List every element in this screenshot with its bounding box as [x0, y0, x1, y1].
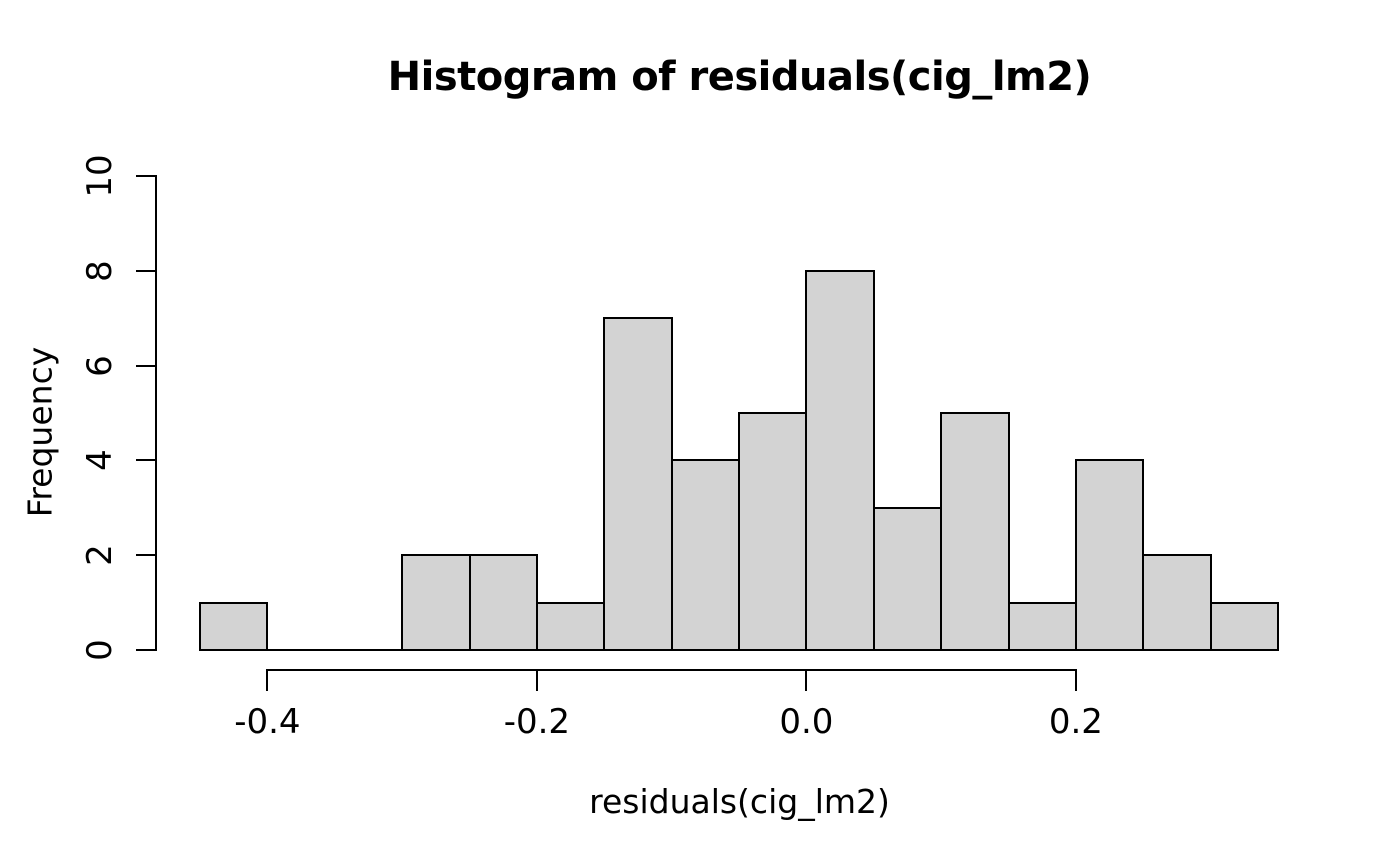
x-axis-tick	[535, 669, 538, 691]
y-axis-line	[155, 175, 157, 651]
x-axis-line	[266, 669, 1077, 671]
y-tick-label: 8	[80, 259, 120, 282]
x-tick-label: 0.0	[779, 702, 834, 742]
y-axis-tick	[136, 554, 156, 557]
y-axis-tick	[136, 364, 156, 367]
x-tick-label: 0.2	[1048, 702, 1103, 742]
x-tick-label: -0.4	[234, 702, 301, 742]
histogram-bar	[468, 554, 538, 651]
histogram-bar	[738, 412, 808, 651]
y-tick-label: 4	[80, 449, 120, 472]
x-tick-label: -0.2	[503, 702, 571, 742]
histogram-bar	[1142, 554, 1212, 651]
y-axis-tick	[136, 649, 156, 651]
y-axis-title: Frequency	[20, 346, 60, 518]
chart-title: Histogram of residuals(cig_lm2)	[387, 54, 1092, 100]
y-tick-label: 6	[80, 354, 120, 377]
histogram-bar	[940, 412, 1010, 651]
histogram-bar	[670, 459, 740, 651]
histogram-bar	[1007, 601, 1077, 651]
x-axis-tick	[266, 669, 269, 691]
histogram-bar	[603, 317, 673, 651]
histogram-bar	[1209, 601, 1279, 651]
y-axis-tick	[136, 269, 156, 272]
y-tick-label: 2	[80, 544, 120, 567]
y-tick-label: 10	[80, 154, 120, 198]
histogram-bar	[401, 554, 471, 651]
histogram-bar	[872, 506, 943, 651]
histogram-bar	[535, 601, 606, 651]
x-axis-title: residuals(cig_lm2)	[589, 782, 890, 821]
y-axis-tick	[136, 459, 156, 462]
histogram-bar	[1074, 459, 1145, 651]
x-axis-tick	[805, 669, 808, 691]
x-axis-tick	[1074, 669, 1077, 691]
y-tick-label: 0	[80, 639, 120, 661]
histogram-bar	[805, 269, 875, 651]
y-axis-tick	[136, 175, 156, 177]
histogram-bar	[199, 601, 269, 651]
histogram-baseline	[199, 649, 1279, 651]
